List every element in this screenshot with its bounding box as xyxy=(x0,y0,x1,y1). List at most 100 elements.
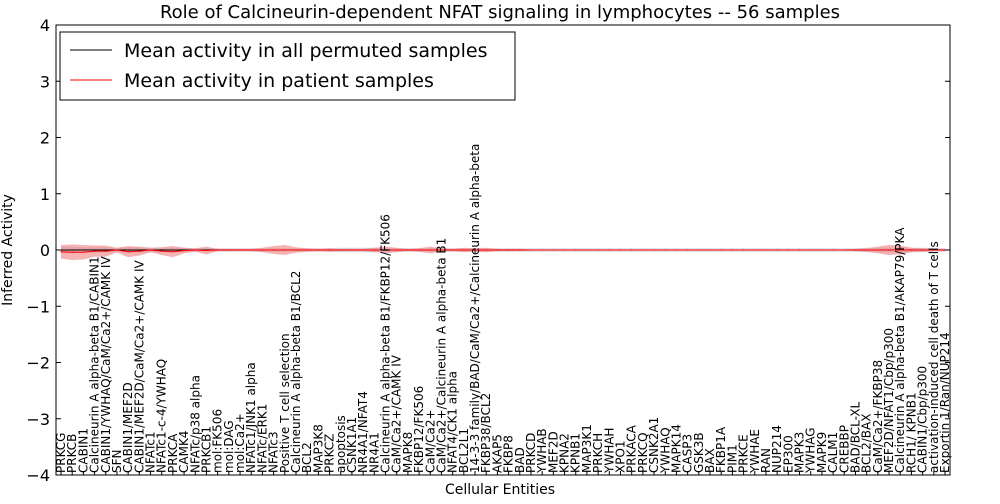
x-tick-label: CABIN1/YWHAQ/CaM/Ca2+/CAMK IV xyxy=(99,256,113,473)
data-point xyxy=(597,249,599,251)
x-tick-label: CaM/Ca2+ xyxy=(423,409,437,473)
x-tick-label: FKBP1A xyxy=(714,426,728,473)
x-tick-label: YWHAE xyxy=(748,429,762,474)
data-point xyxy=(452,249,454,251)
data-point xyxy=(922,249,924,251)
data-point xyxy=(507,249,510,251)
data-point xyxy=(127,249,129,251)
data-point xyxy=(250,249,252,251)
data-point xyxy=(496,249,499,251)
x-tick-label: NFATc1 xyxy=(144,431,158,473)
data-point xyxy=(228,249,230,251)
data-point xyxy=(138,249,140,251)
data-point xyxy=(821,249,823,251)
data-point xyxy=(832,249,834,251)
x-tick-label: CABIN1/MEF2D/CaM/Ca2+/CAMK IV xyxy=(132,259,146,473)
x-tick-label: MEF2D xyxy=(546,431,560,473)
x-tick-label: BCL2/BAX xyxy=(860,414,874,473)
data-point xyxy=(675,249,678,251)
data-point xyxy=(765,249,767,251)
x-tick-label: 14-3-3 family/BAD/CaM/Ca2+/Calcineurin A… xyxy=(468,144,482,473)
x-tick-label: RCH1/ KPNB1 xyxy=(904,392,918,473)
data-point xyxy=(116,249,118,251)
lines-layer xyxy=(60,249,946,253)
data-point xyxy=(798,249,801,251)
x-tick-label: Positive T cell selection xyxy=(278,333,292,473)
y-tick-label: −2 xyxy=(26,354,50,373)
y-tick-label: 1 xyxy=(40,185,50,204)
data-point xyxy=(664,249,666,251)
x-tick-label: SFN xyxy=(110,450,124,474)
bands-layer xyxy=(61,244,945,261)
x-tick-label: NFATc1-c-4/YWHAQ xyxy=(155,359,169,473)
data-point xyxy=(127,251,129,253)
x-tick-label: CSNK2A1 xyxy=(647,417,661,473)
data-point xyxy=(530,249,532,251)
x-tick-label: NFATc3 xyxy=(267,431,281,473)
data-point xyxy=(161,250,163,252)
x-tick-label: NFATc/p38 alpha xyxy=(188,375,202,473)
data-point xyxy=(787,249,789,251)
x-tick-label: YWHAH xyxy=(602,428,616,474)
data-point xyxy=(742,249,745,251)
data-point xyxy=(910,249,913,251)
legend-label-patient: Mean activity in patient samples xyxy=(124,70,434,92)
data-point xyxy=(485,249,487,251)
x-tick-label: YWHAB xyxy=(535,428,549,474)
data-point xyxy=(295,249,297,251)
data-point xyxy=(866,249,868,251)
chart-title: Role of Calcineurin-dependent NFAT signa… xyxy=(160,2,840,23)
x-tick-label: MAPK8 xyxy=(401,432,415,473)
x-tick-label: CSNK1A1 xyxy=(345,417,359,473)
data-point xyxy=(328,249,331,251)
x-tick-label: PRKACA xyxy=(625,424,639,473)
data-point xyxy=(138,250,140,252)
x-tick-label: BAX xyxy=(703,448,717,473)
data-point xyxy=(541,249,543,251)
x-tick-label: PIM1 xyxy=(725,444,739,473)
data-point xyxy=(619,249,622,251)
x-tick-label: MAPK3 xyxy=(793,432,807,473)
data-point xyxy=(317,249,319,251)
data-point xyxy=(340,249,342,251)
data-point xyxy=(82,249,84,251)
x-tick-label: Calcineurin A alpha-beta B1/FKBP12/FK506 xyxy=(379,214,393,473)
data-point xyxy=(306,249,308,251)
x-tick-label: FKBP12/FK506 xyxy=(412,386,426,473)
legend-box xyxy=(59,31,516,101)
y-axis-label: Inferred Activity xyxy=(0,194,16,306)
data-point xyxy=(440,249,443,251)
x-tick-label: MEF2D/NFAT1/Cbp/p300 xyxy=(882,328,896,473)
data-point xyxy=(933,249,935,251)
x-tick-label: CaM/Ca2+/Calcineurin A alpha-beta B1 xyxy=(434,238,448,473)
data-point xyxy=(205,249,208,252)
x-tick-label: CaM/Ca2+/FKBP38 xyxy=(871,360,885,473)
data-point xyxy=(273,249,275,251)
x-tick-label: activation-induced cell death of T cells xyxy=(927,241,941,473)
x-tick-label: KPNB1 xyxy=(569,433,583,473)
data-point xyxy=(642,249,644,251)
data-point xyxy=(810,249,812,251)
data-point xyxy=(429,249,431,251)
x-tick-label: PRKCE xyxy=(737,434,751,473)
data-point xyxy=(105,249,107,251)
data-point xyxy=(373,249,375,251)
x-tick-label: Exportin 1/Ran/NUP214 xyxy=(938,332,952,473)
x-tick-label: PRKCD xyxy=(524,433,538,473)
x-tick-label: BAD/BCL-XL xyxy=(848,401,862,473)
data-point xyxy=(854,249,857,251)
data-point xyxy=(71,251,73,253)
data-point xyxy=(586,249,588,251)
data-point xyxy=(888,249,890,251)
x-tick-label: PRKCG xyxy=(54,433,68,473)
data-point xyxy=(183,249,185,252)
x-tick-label: XPO1 xyxy=(613,440,627,473)
data-point xyxy=(776,249,778,251)
y-tick-label: −1 xyxy=(26,297,50,316)
x-axis-label: Cellular Entities xyxy=(445,482,555,498)
data-point xyxy=(463,249,465,251)
data-point xyxy=(161,249,163,251)
